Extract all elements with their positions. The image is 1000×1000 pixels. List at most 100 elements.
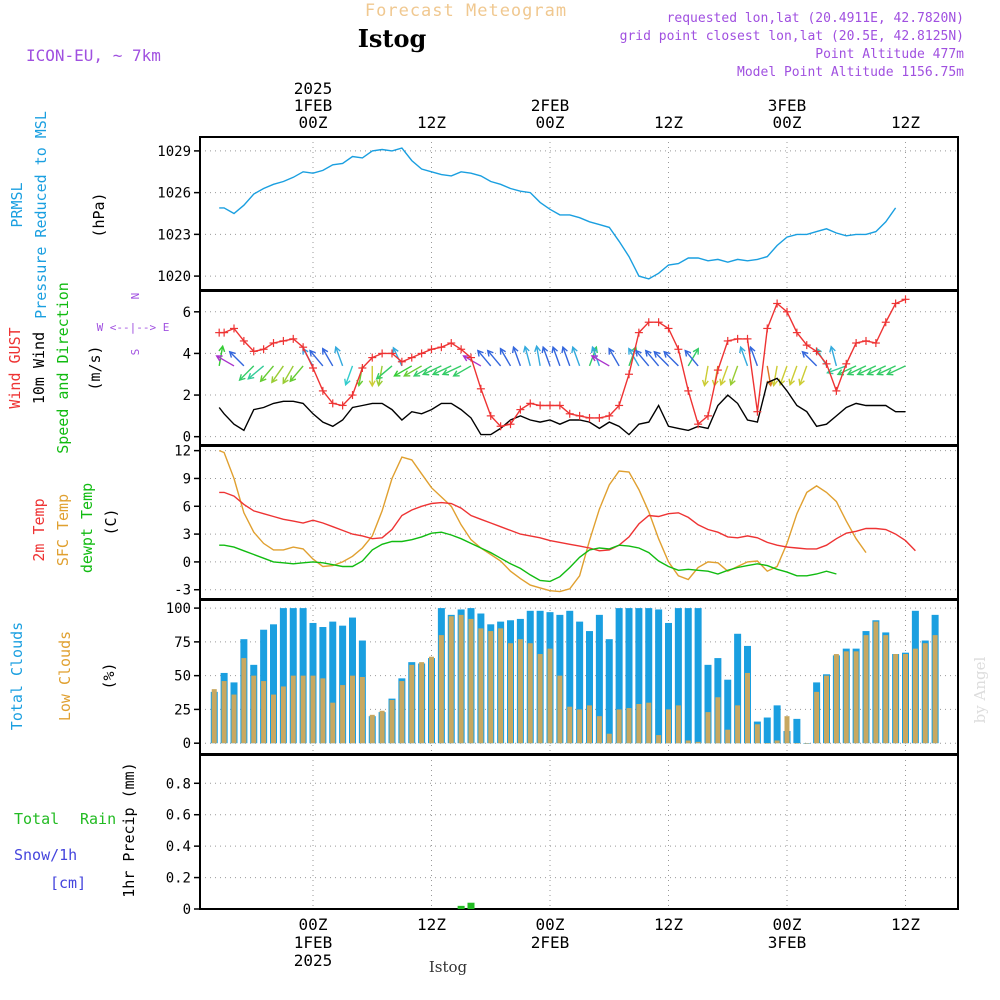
wind-arrow-head (476, 349, 484, 357)
top-time-label: 00Z (773, 113, 802, 132)
gust-marker (654, 318, 663, 327)
low-cloud-bar (774, 740, 780, 744)
wind-arrow (289, 365, 304, 383)
wind-arrow-shaft (487, 350, 502, 367)
wind-arrow (368, 365, 376, 388)
low-cloud-bar (369, 714, 375, 744)
y-tick-label: 0 (183, 430, 191, 446)
y-tick-label: 1029 (157, 144, 191, 160)
gust-marker (763, 324, 772, 333)
y-tick-label: 0.2 (166, 871, 191, 887)
y-tick-label: 25 (174, 702, 191, 718)
wind-arrow-head (431, 369, 440, 376)
wind-arrow-head (719, 378, 726, 387)
requested-coords: requested lon,lat (20.4911E, 42.7820N) (667, 11, 964, 26)
y-tick-label: 12 (174, 444, 191, 460)
y-tick-label: 50 (174, 669, 191, 685)
snow-label: Snow/1h (14, 846, 77, 864)
wind-arrow-head (829, 345, 836, 353)
wind-arrow-head (368, 380, 376, 388)
wind-arrow-shaft (216, 355, 235, 367)
wind-arrow (644, 349, 660, 367)
bottom-time-label: 3FEB (768, 933, 807, 952)
top-time-label: 00Z (536, 113, 565, 132)
gust-marker (852, 339, 861, 348)
gust-marker (575, 411, 584, 420)
total-cloud-bar (339, 625, 347, 744)
gust-marker (625, 370, 633, 379)
low-cloud-bar (666, 709, 671, 744)
gust-marker (733, 334, 742, 343)
gust-marker (467, 353, 475, 362)
gust-marker (842, 359, 851, 368)
low-cloud-bar (567, 706, 573, 744)
wind-arrow (653, 350, 669, 367)
wind-arrow-shaft (499, 348, 512, 367)
gust-marker (753, 407, 762, 416)
low-cloud-bar (735, 705, 741, 744)
low-cloud-bar (725, 729, 731, 744)
bottom-time-label: 2FEB (531, 933, 570, 952)
wind-arrow-shaft (857, 365, 877, 376)
wind-arrow-shaft (635, 350, 650, 367)
gust-marker (486, 411, 495, 420)
gust-marker (388, 349, 396, 358)
wind-arrow-shaft (687, 348, 699, 367)
panel-1-grid: 0 2 4 6 (183, 291, 958, 446)
total-cloud-bar (694, 608, 702, 744)
low-cloud-bar (577, 709, 583, 744)
bottom-time-label: 1FEB (294, 933, 333, 952)
wind-arrow-head (551, 345, 559, 354)
total-cloud-bar (655, 609, 663, 744)
y-tick-label: 1026 (157, 186, 191, 202)
low-cloud-bar (399, 681, 405, 744)
wind-arrow-head (393, 370, 401, 377)
wind-arrow-shaft (562, 346, 571, 367)
wind-arrow-head (271, 376, 278, 384)
total-cloud-bar (763, 717, 771, 744)
wind-arrow-shaft (653, 351, 669, 367)
y-tick-label: 75 (174, 635, 191, 651)
wind-arrow (334, 345, 344, 367)
wind-arrow (534, 344, 541, 367)
low-cloud-bar (636, 704, 642, 744)
low-cloud-bar (596, 716, 602, 744)
wind-arrow-head (701, 379, 709, 388)
wind-arrow-head (590, 355, 598, 362)
wind-arrow-head (452, 370, 460, 377)
wind-arrow-head (259, 375, 267, 383)
wind-arrow (719, 365, 729, 387)
gust-marker (249, 347, 258, 356)
gust-marker (595, 413, 604, 422)
gust-marker (289, 334, 298, 343)
wind-arrow-shaft (345, 365, 354, 385)
panel-0-grid: 1020 1023 1026 1029 (157, 137, 958, 290)
bottom-time-label: 12Z (891, 915, 920, 934)
wind-arrow (541, 345, 551, 367)
gust-marker (694, 420, 703, 429)
wind-arrow (886, 365, 906, 376)
low-cloud-bar (517, 639, 523, 744)
wind-arrow-head (462, 355, 470, 362)
wind-arrow-head (322, 347, 329, 355)
total-cloud-bar (724, 679, 732, 744)
wind-arrow (628, 347, 640, 367)
t2m-line (219, 491, 916, 552)
low-cloud-bar (379, 710, 385, 744)
low-cloud-bar (231, 694, 237, 744)
compass-legend: N W <--|--> E S (97, 293, 170, 356)
low-cloud-bar (438, 635, 444, 744)
gust-marker (269, 339, 278, 348)
wind-arrow-head (739, 345, 746, 354)
wind-arrow-shaft (801, 351, 818, 367)
pressure-unit: (hPa) (90, 192, 108, 237)
watermark: by Angel (971, 656, 989, 723)
low-cloud-bar (587, 705, 592, 744)
low-cloud-bar (271, 694, 276, 744)
wind-arrow-head (608, 347, 615, 355)
low-cloud-bar (409, 664, 415, 744)
gust-marker (644, 318, 653, 327)
top-time-label: 2FEB (531, 96, 570, 115)
gust-marker (871, 339, 880, 348)
y-tick-label: 1023 (157, 227, 191, 243)
